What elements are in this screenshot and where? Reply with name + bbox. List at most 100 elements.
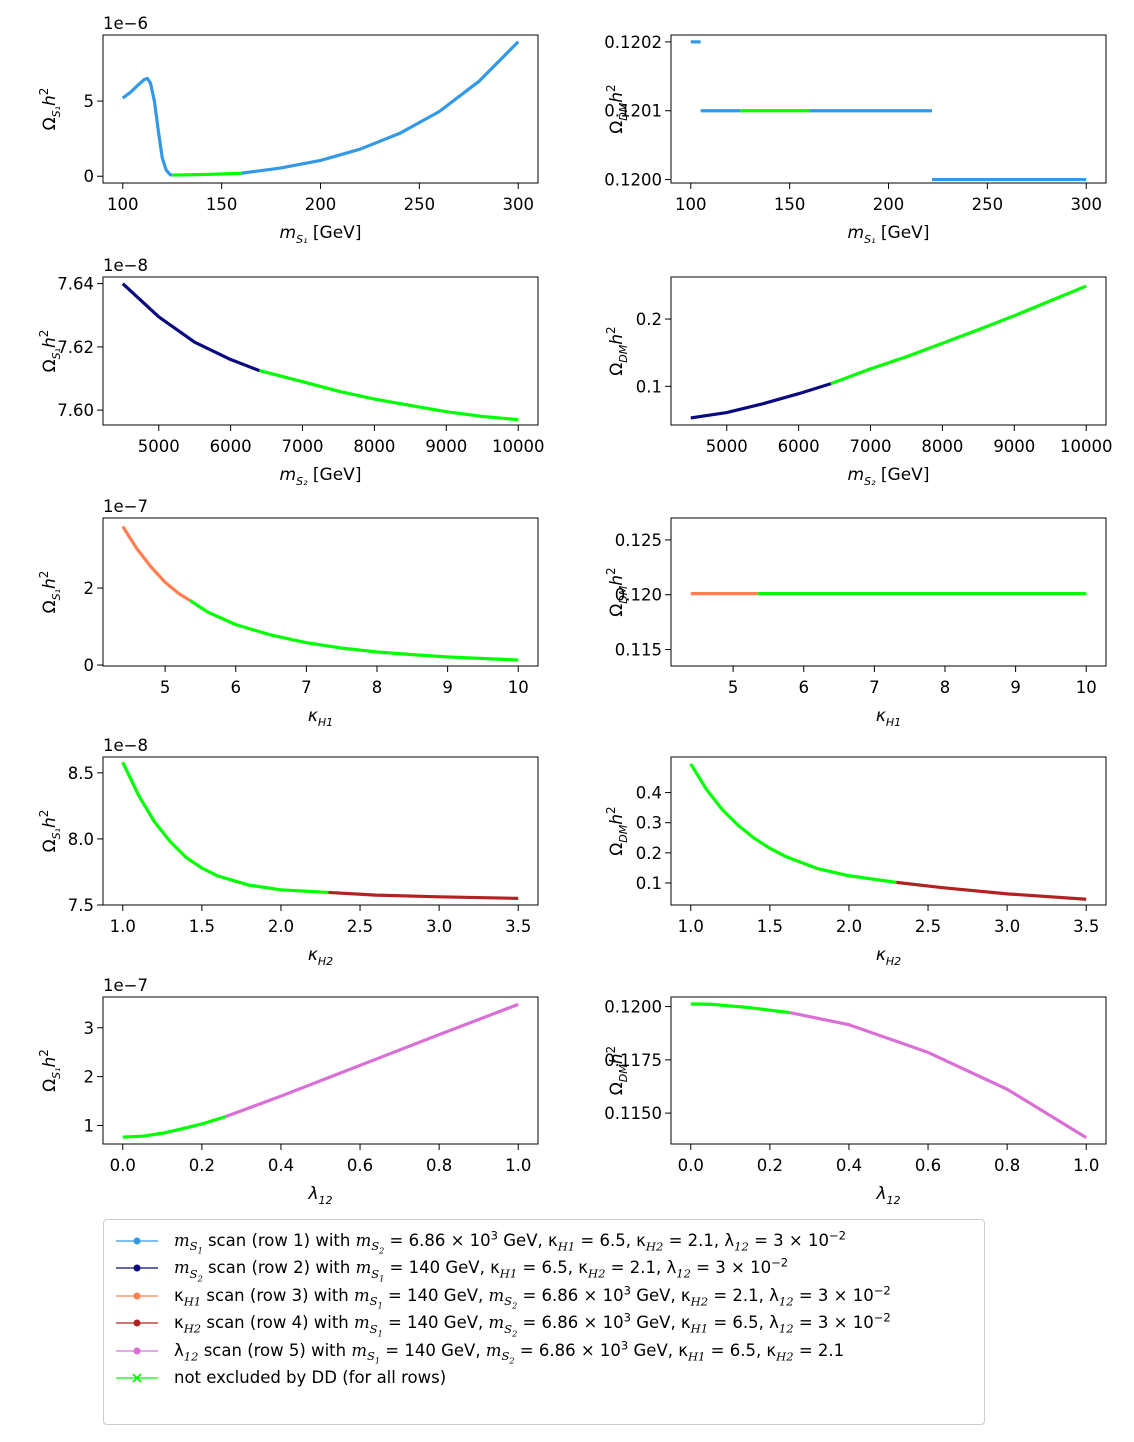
xlabel-symbol: m: [280, 465, 297, 485]
series-allowed-1: [172, 171, 242, 177]
x-tick-label: 0.4: [836, 1156, 862, 1175]
y-axis-label: ΩS₁h2: [37, 810, 63, 853]
y-axis-label: ΩS₁h2: [37, 1049, 63, 1092]
y-tick-label: 0.115: [615, 641, 662, 660]
x-tick-label: 6: [231, 678, 242, 697]
x-tick-label: 5000: [706, 437, 748, 456]
x-tick-label: 0.6: [915, 1156, 941, 1175]
x-tick-label: 8000: [921, 437, 963, 456]
series-excluded-0: [121, 282, 260, 373]
ylabel-power: 2: [37, 88, 51, 96]
ylabel-subscript: DM: [617, 585, 630, 603]
legend-handle-dd: [116, 1373, 158, 1383]
legend-label-kh2: κH2 scan (row 4) with mS1 = 140 GeV, mS2…: [174, 1310, 891, 1338]
x-tick-label: 2.5: [347, 917, 373, 936]
y-axis-label: ΩDMh2: [604, 567, 630, 616]
panel-row4-right: 1.0 1.5 2.0 2.5 3.0 3.5 0.1 0.2 0.3 0.4 κH2 ΩDMh2: [604, 756, 1107, 968]
ylabel-power: 2: [37, 571, 51, 579]
x-tick-label: 300: [1070, 195, 1102, 214]
series-allowed-0: [690, 1002, 790, 1015]
y-axis-label: ΩS₁h2: [37, 330, 63, 373]
axes-frame: [102, 756, 539, 906]
y-tick-label: 8.5: [68, 764, 94, 783]
ylabel-power: 2: [604, 326, 618, 334]
y-tick-label: 0.2: [636, 310, 662, 329]
legend-entry-kh2: κH2 scan (row 4) with mS1 = 140 GeV, mS2…: [114, 1310, 984, 1338]
x-tick-label: 7000: [282, 437, 324, 456]
x-tick-label: 150: [774, 195, 806, 214]
y-tick-label: 2: [84, 579, 95, 598]
legend: mS1 scan (row 1) with mS2 = 6.86 × 103 G…: [103, 1219, 985, 1425]
y-tick-label: 0.3: [636, 814, 662, 833]
xlabel-subscript: S₁: [864, 233, 875, 246]
legend-entry-dd: not excluded by DD (for all rows): [114, 1365, 984, 1393]
x-tick-label: 3.0: [994, 917, 1020, 936]
xlabel-subscript: H2: [318, 955, 333, 968]
y-tick-label: 0.1201: [604, 102, 662, 121]
y-tick-label: 0: [84, 656, 95, 675]
series-excluded-1: [896, 880, 1087, 901]
x-tick-label: 0.0: [678, 1156, 704, 1175]
y-axis-label: ΩDMh2: [604, 326, 630, 375]
ylabel-omega: Ω: [40, 1079, 60, 1092]
x-tick-label: 9000: [993, 437, 1035, 456]
ylabel-h: h: [40, 337, 60, 348]
series-allowed-1: [830, 284, 1087, 386]
series-excluded-0: [121, 76, 173, 177]
ylabel-subscript: DM: [617, 102, 630, 120]
x-axis-label: mS₁ [GeV]: [848, 223, 930, 246]
axes-frame: [670, 276, 1107, 426]
x-tick-label: 200: [873, 195, 905, 214]
x-axis-label: κH1: [308, 706, 333, 729]
ylabel-omega: Ω: [40, 117, 60, 130]
xlabel-symbol: κ: [308, 706, 318, 726]
x-tick-label: 7000: [850, 437, 892, 456]
ylabel-power: 2: [604, 567, 618, 575]
x-tick-label: 6: [799, 678, 810, 697]
ylabel-subscript: DM: [617, 344, 630, 362]
y-axis-label: ΩDMh2: [604, 1046, 630, 1095]
x-tick-label: 10000: [1060, 437, 1113, 456]
y-tick-label: 0.1: [636, 874, 662, 893]
x-tick-label: 5: [160, 678, 171, 697]
axes-frame: [102, 517, 539, 667]
x-tick-label: 6000: [778, 437, 820, 456]
y-axis-label: ΩDMh2: [604, 84, 630, 133]
axes-frame: [670, 996, 1107, 1145]
series-excluded-1: [328, 890, 519, 900]
x-tick-label: 1.5: [757, 917, 783, 936]
ylabel-power: 2: [37, 330, 51, 338]
x-tick-label: 5: [728, 678, 739, 697]
ylabel-h: h: [40, 1057, 60, 1068]
legend-marker-dot: [133, 1319, 141, 1327]
y-tick-label: 0.125: [615, 531, 662, 550]
legend-handle-ms1: [116, 1237, 158, 1245]
xlabel-symbol: κ: [876, 706, 886, 726]
ylabel-omega: Ω: [40, 359, 60, 372]
x-tick-label: 1.5: [189, 917, 215, 936]
y-tick-label: 7.60: [57, 401, 94, 420]
legend-entry-ms1: mS1 scan (row 1) with mS2 = 6.86 × 103 G…: [114, 1227, 984, 1255]
x-tick-label: 0.2: [757, 1156, 783, 1175]
axis-offset-text: 1e−7: [103, 976, 148, 995]
axes-frame: [670, 34, 1107, 184]
xlabel-unit: [GeV]: [876, 465, 930, 485]
x-tick-label: 7: [869, 678, 880, 697]
y-tick-label: 0.4: [636, 784, 662, 803]
xlabel-unit: [GeV]: [876, 223, 930, 243]
ylabel-subscript: S₁: [50, 589, 63, 600]
panel-row1-right: 100 150 200 250 300 0.1200 0.1201 0.1202 mS₁ [Ge…: [604, 33, 1107, 246]
axis-offset-text: 1e−7: [103, 497, 148, 516]
y-tick-label: 2: [84, 1068, 95, 1087]
axis-offset-text: 1e−8: [103, 736, 148, 755]
legend-entry-ms2: mS2 scan (row 2) with mS1 = 140 GeV, κH1…: [114, 1255, 984, 1283]
legend-marker-dot: [133, 1347, 141, 1355]
x-tick-label: 8: [940, 678, 951, 697]
ylabel-omega: Ω: [40, 600, 60, 613]
x-axis-label: κH2: [876, 945, 901, 968]
x-tick-label: 200: [305, 195, 337, 214]
x-tick-label: 1.0: [505, 1156, 531, 1175]
x-tick-label: 2.0: [836, 917, 862, 936]
x-tick-label: 6000: [210, 437, 252, 456]
